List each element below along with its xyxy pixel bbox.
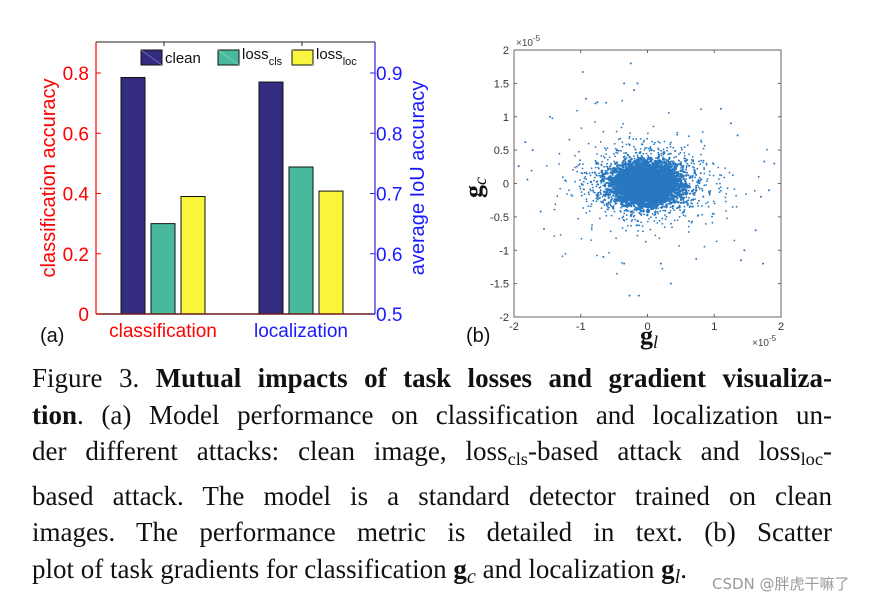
legend-swatch-diag xyxy=(217,49,240,66)
right-tick-label: 0.5 xyxy=(376,305,402,326)
left-tick-label: 0.2 xyxy=(63,245,89,266)
legend-swatch-diag xyxy=(140,49,163,66)
left-y-ticks: 0 0.2 0.4 0.6 0.8 xyxy=(63,64,101,326)
x-category-localization: localization xyxy=(254,321,348,342)
bar-clean-localization xyxy=(258,81,284,315)
caption-text: der different attacks: clean image, loss xyxy=(32,436,508,466)
bar-loss-loc-localization xyxy=(318,190,344,315)
scatter-plot-panel-b: -2 -1 0 1 2 -2 -1.5 -1 -0.5 0 0.5 1 1.5 2 ×10-5 ×10-5… xyxy=(459,34,784,352)
caption-line-6: plot of task gradients for classificatio… xyxy=(32,551,832,596)
x-exponent-label: ×10-5 xyxy=(752,334,777,349)
bar-clean-classification xyxy=(120,77,146,315)
scatter-x-axis-label: gl xyxy=(640,321,658,352)
right-tick-label: 0.8 xyxy=(376,124,402,145)
caption-math-g: g xyxy=(661,553,675,584)
right-tick-label: 0.7 xyxy=(376,185,402,206)
caption-text: and localization xyxy=(475,553,662,584)
left-y-axis-label: classification accuracy xyxy=(38,79,60,278)
scatter-points xyxy=(517,62,776,297)
caption-subscript: cls xyxy=(507,449,528,470)
bar-loss-cls-localization xyxy=(288,166,314,315)
caption-math-g: g xyxy=(453,553,467,584)
legend-swatch-diag xyxy=(291,49,314,66)
legend: clean losscls lossloc xyxy=(140,46,357,68)
y-tick-label: -0.5 xyxy=(490,212,509,224)
y-tick-label: -1 xyxy=(499,245,509,257)
x-tick-label: 1 xyxy=(711,321,717,333)
caption-text: plot of task gradients for classificatio… xyxy=(32,553,454,584)
y-tick-label: 2 xyxy=(503,45,509,57)
figure-caption: Figure 3. Mutual impacts of task losses … xyxy=(32,360,832,595)
x-tick-label: 2 xyxy=(778,321,784,333)
right-y-axis-label: average IoU accuracy xyxy=(407,81,429,276)
left-tick-label: 0.4 xyxy=(63,185,90,206)
y-tick-label: 0.5 xyxy=(494,145,509,157)
legend-label-loss-cls: losscls xyxy=(242,46,283,68)
bar-chart-panel-a: 0 0.2 0.4 0.6 0.8 0.5 0.6 0.7 0.8 0.9 clean loss… xyxy=(38,41,429,347)
scatter-y-axis-label: gc xyxy=(459,177,490,198)
x-tick-label: -1 xyxy=(576,321,586,333)
y-exponent-label: ×10-5 xyxy=(516,34,541,49)
x-tick-label: 0 xyxy=(644,321,650,333)
caption-line-3: der different attacks: clean image, loss… xyxy=(32,433,832,478)
left-tick-label: 0 xyxy=(78,305,89,326)
scatter-ticks: -2 -1 0 1 2 -2 -1.5 -1 -0.5 0 0.5 1 1.5 2 xyxy=(490,45,784,333)
caption-title: Mutual impacts of task losses and gradie… xyxy=(155,363,832,393)
caption-subscript: l xyxy=(674,565,681,588)
bar-series-group xyxy=(120,77,344,315)
caption-text: . xyxy=(680,553,687,584)
panel-a-label: (a) xyxy=(40,325,64,347)
caption-title-end: tion xyxy=(32,399,78,430)
caption-text: - xyxy=(823,436,833,466)
y-tick-label: 0 xyxy=(503,179,509,191)
y-tick-label: -2 xyxy=(499,312,509,324)
caption-subscript: loc xyxy=(800,449,824,470)
right-tick-label: 0.9 xyxy=(376,64,402,85)
caption-text: . (a) Model performance on classificatio… xyxy=(77,399,832,430)
x-category-classification: classification xyxy=(109,321,217,342)
panel-b-label: (b) xyxy=(466,325,490,347)
legend-label-clean: clean xyxy=(165,50,201,67)
y-tick-label: 1.5 xyxy=(494,78,509,90)
caption-line-5: images. The performance metric is detail… xyxy=(32,517,832,548)
right-y-ticks: 0.5 0.6 0.7 0.8 0.9 xyxy=(370,64,402,326)
legend-label-loss-loc: lossloc xyxy=(316,46,357,68)
caption-text: -based attack and loss xyxy=(527,436,801,466)
caption-line-1: Figure 3. Mutual impacts of task losses … xyxy=(32,360,832,397)
x-tick-label: -2 xyxy=(509,321,519,333)
watermark: CSDN @胖虎干嘛了 xyxy=(712,575,850,593)
caption-subscript: c xyxy=(466,565,476,588)
caption-line-2: tion. (a) Model performance on classific… xyxy=(32,397,832,434)
left-tick-label: 0.8 xyxy=(63,64,89,85)
y-tick-label: 1 xyxy=(503,112,509,124)
right-tick-label: 0.6 xyxy=(376,245,402,266)
left-tick-label: 0.6 xyxy=(63,124,89,145)
y-tick-label: -1.5 xyxy=(490,279,509,291)
caption-figure-number: Figure 3. xyxy=(32,363,156,393)
caption-line-4: based attack. The model is a standard de… xyxy=(32,480,832,511)
